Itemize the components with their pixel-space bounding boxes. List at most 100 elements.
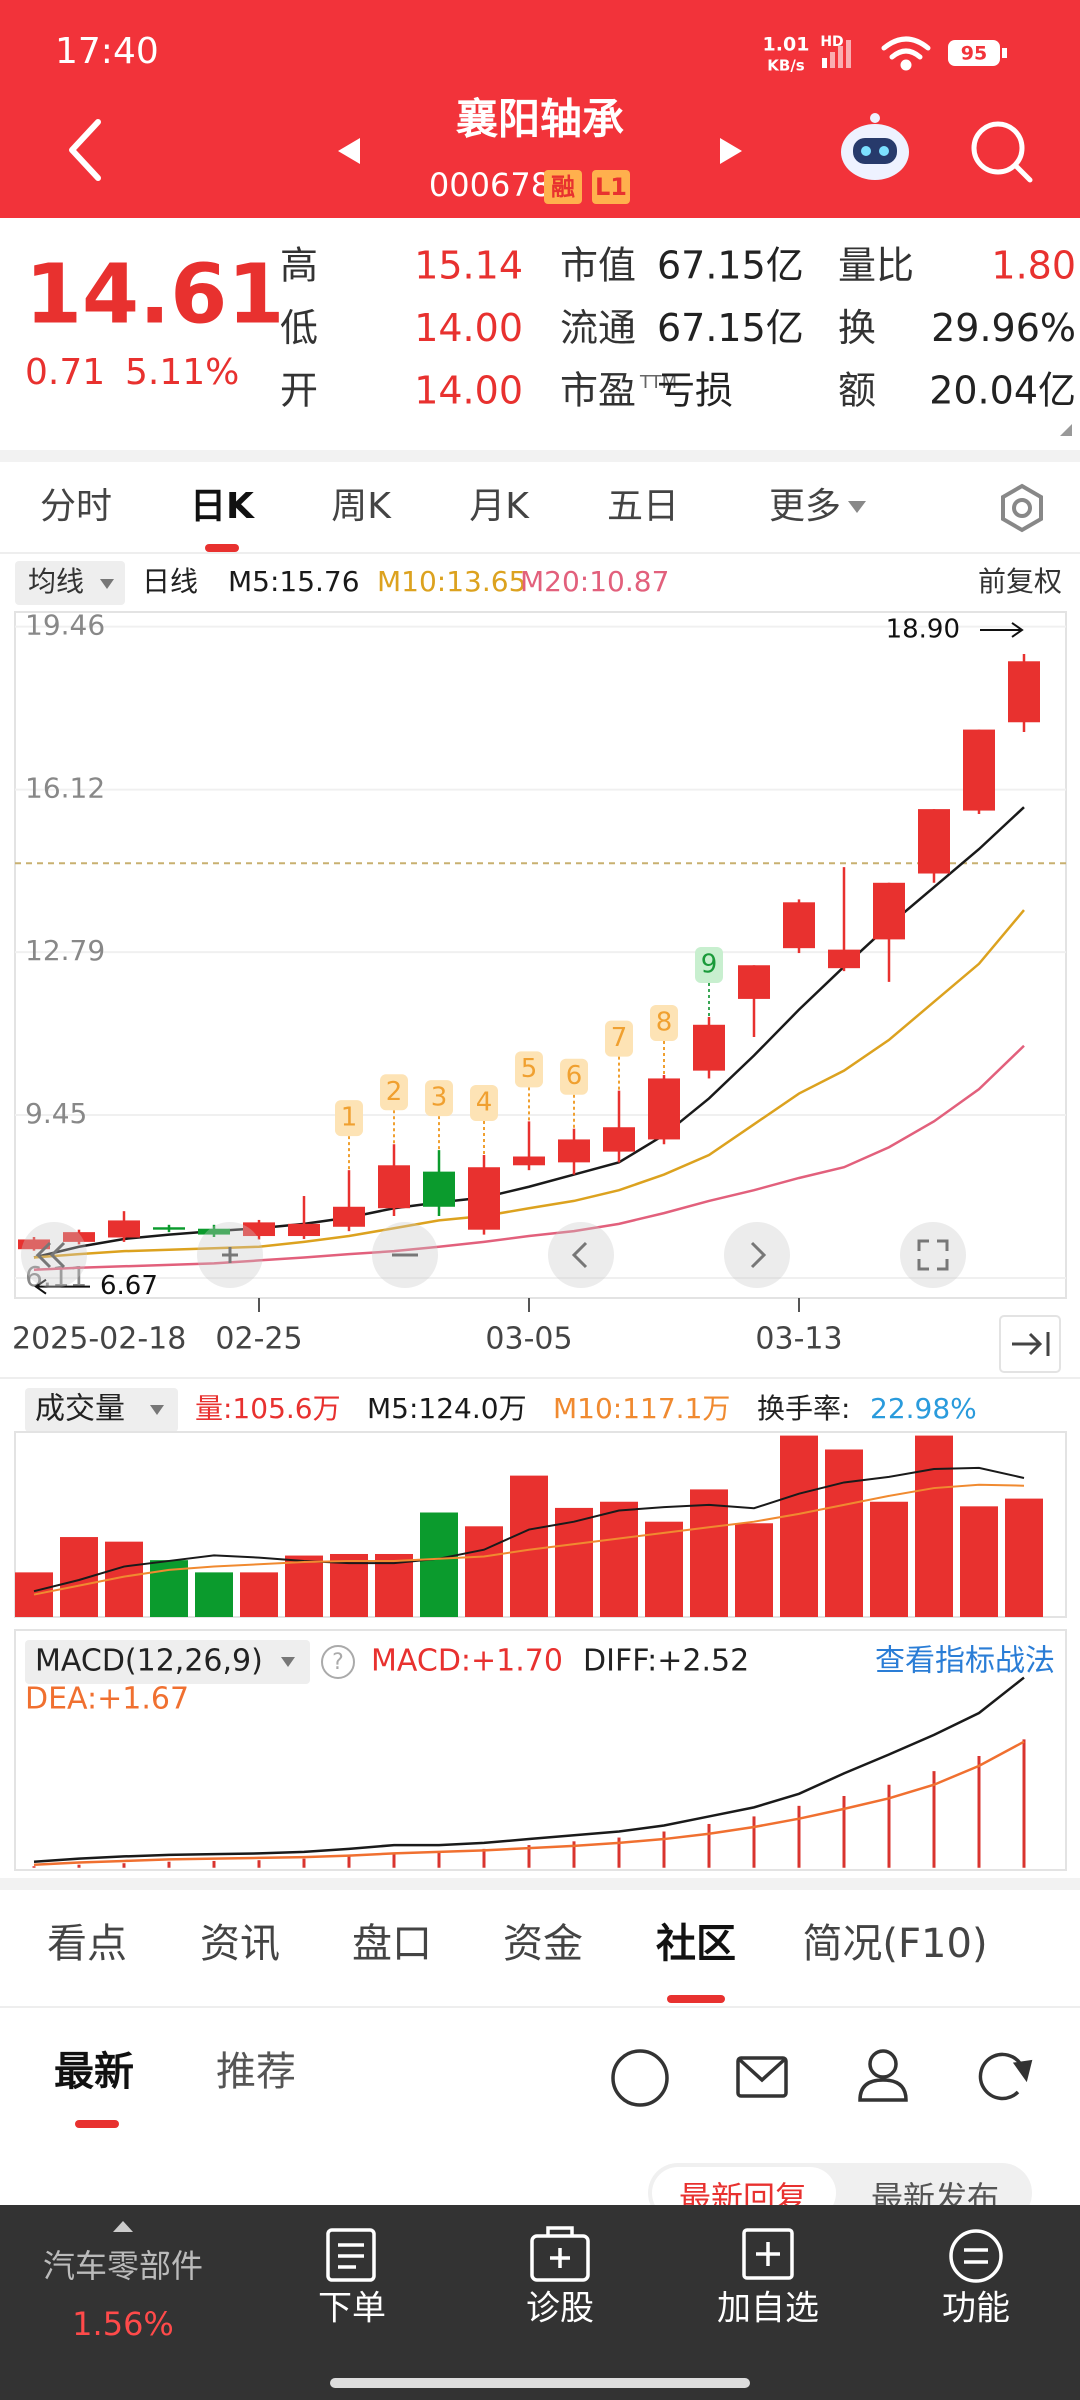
volume-bar	[195, 1572, 233, 1617]
candle-body	[108, 1220, 140, 1238]
macd-dropdown[interactable]	[25, 1640, 310, 1684]
move-right[interactable]	[724, 1222, 790, 1288]
period-tab[interactable]: 月K	[469, 486, 530, 527]
candle-body	[1008, 661, 1040, 723]
signal-label: 7	[611, 1023, 628, 1053]
settings-button[interactable]	[1001, 483, 1043, 533]
candle-body	[738, 965, 770, 999]
nav-item[interactable]: 下单	[318, 2289, 386, 2329]
volume-bar	[420, 1512, 458, 1617]
stat-label-sup: TTM	[639, 372, 677, 393]
sector-expand[interactable]	[113, 2221, 133, 2232]
header-bar	[0, 0, 1080, 218]
next-stock-button[interactable]	[720, 138, 742, 164]
stat-value: 20.04亿	[929, 369, 1076, 413]
search-button[interactable]	[971, 121, 1033, 183]
candle-body	[648, 1078, 680, 1140]
info-tab[interactable]: 资讯	[200, 1921, 280, 1967]
refresh-icon[interactable]	[978, 2052, 1026, 2101]
volume-bar	[240, 1572, 278, 1617]
volume-current: 量:105.6万	[195, 1392, 341, 1425]
signal-badge	[515, 1051, 543, 1088]
community-icon[interactable]	[611, 2049, 669, 2107]
period-tab[interactable]: 分时	[40, 486, 112, 527]
volume-bar	[1005, 1498, 1043, 1617]
volume-bar	[825, 1449, 863, 1617]
ma-legend: M5:15.76	[228, 565, 360, 598]
help-icon[interactable]	[321, 1645, 355, 1679]
robot-assistant[interactable]	[841, 113, 909, 180]
volume-bar	[15, 1572, 53, 1617]
indicator-link[interactable]: 查看指标战法	[875, 1644, 1055, 1679]
info-tab[interactable]: 盘口	[352, 1921, 432, 1967]
max-price-arrow	[980, 622, 1024, 638]
fullscreen[interactable]	[900, 1222, 966, 1288]
volume-bar	[690, 1489, 728, 1617]
signal-badge	[470, 1085, 498, 1122]
info-tab[interactable]: 资金	[503, 1921, 583, 1967]
feed-tab[interactable]: 最新	[54, 2049, 134, 2095]
expand-corner[interactable]	[1060, 424, 1072, 436]
volume-ma-line	[33, 1483, 1025, 1596]
stat-value: 1.80	[991, 244, 1076, 288]
nav-item[interactable]: 加自选	[717, 2289, 819, 2329]
candle-body	[198, 1228, 230, 1235]
stat-value: 亏损	[657, 369, 733, 413]
tag-label: 融	[551, 173, 575, 201]
move-left[interactable]	[548, 1222, 614, 1288]
adjust-mode[interactable]: 前复权	[978, 565, 1062, 598]
stat-value: 67.15亿	[657, 244, 804, 288]
signal-label: 5	[521, 1054, 538, 1084]
volume-title[interactable]: 成交量	[35, 1392, 125, 1427]
ma-type-dropdown[interactable]	[15, 561, 125, 605]
wifi-icon	[881, 36, 931, 71]
prev-stock-button[interactable]	[338, 138, 360, 164]
period-tab[interactable]: 五日	[607, 486, 679, 527]
candle-body	[693, 1024, 725, 1071]
turnover-label: 换手率:	[757, 1392, 850, 1425]
dropdown-arrow	[848, 501, 866, 513]
volume-ma-legend: M5:124.0万	[367, 1392, 527, 1425]
stat-label: 高	[280, 244, 318, 288]
message-icon[interactable]	[736, 2056, 788, 2098]
profile-icon[interactable]	[868, 2049, 898, 2079]
volume-dropdown[interactable]	[25, 1388, 178, 1432]
separator	[0, 450, 1080, 462]
nav-item[interactable]: 功能	[942, 2289, 1010, 2329]
macd-title[interactable]: MACD(12,26,9)	[35, 1644, 263, 1679]
macd-line	[33, 1676, 1025, 1863]
info-tab[interactable]: 简况(F10)	[802, 1921, 987, 1967]
stat-label: 换	[838, 306, 876, 350]
feed-tab[interactable]: 推荐	[216, 2049, 296, 2095]
help-mark[interactable]: ?	[332, 1650, 344, 1675]
candle-body	[63, 1232, 95, 1242]
ma-type[interactable]: 均线	[28, 565, 84, 598]
signal-badge	[425, 1080, 453, 1117]
stat-label: 流通	[560, 306, 636, 350]
macd-value: MACD:+1.70	[371, 1644, 563, 1679]
signal-label: 8	[656, 1008, 673, 1038]
x-tick-label: 03-13	[755, 1322, 842, 1357]
active-info-tab-indicator	[667, 1995, 725, 2003]
period-tab[interactable]: 日K	[190, 486, 255, 527]
signal-label: 4	[476, 1088, 493, 1118]
period-tab[interactable]: 周K	[331, 486, 392, 527]
info-tab[interactable]: 社区	[656, 1921, 736, 1967]
info-tab[interactable]: 看点	[47, 1921, 127, 1967]
period-tab[interactable]: 更多	[769, 486, 841, 527]
dropdown-arrow	[281, 1657, 295, 1667]
min-price-label: 6.67	[100, 1271, 158, 1301]
sector-name[interactable]: 汽车零部件	[43, 2247, 203, 2285]
price-change: 0.71	[25, 352, 105, 393]
volume-bar	[465, 1526, 503, 1617]
candle-body	[828, 949, 860, 969]
active-feed-tab-indicator	[75, 2120, 119, 2128]
diff-value: DIFF:+2.52	[583, 1644, 749, 1679]
stat-value: 29.96%	[931, 306, 1076, 350]
back-button[interactable]	[69, 119, 101, 181]
signal-label: 3	[431, 1083, 448, 1113]
macd-frame	[14, 1629, 1067, 1871]
nav-item[interactable]: 诊股	[526, 2289, 594, 2329]
